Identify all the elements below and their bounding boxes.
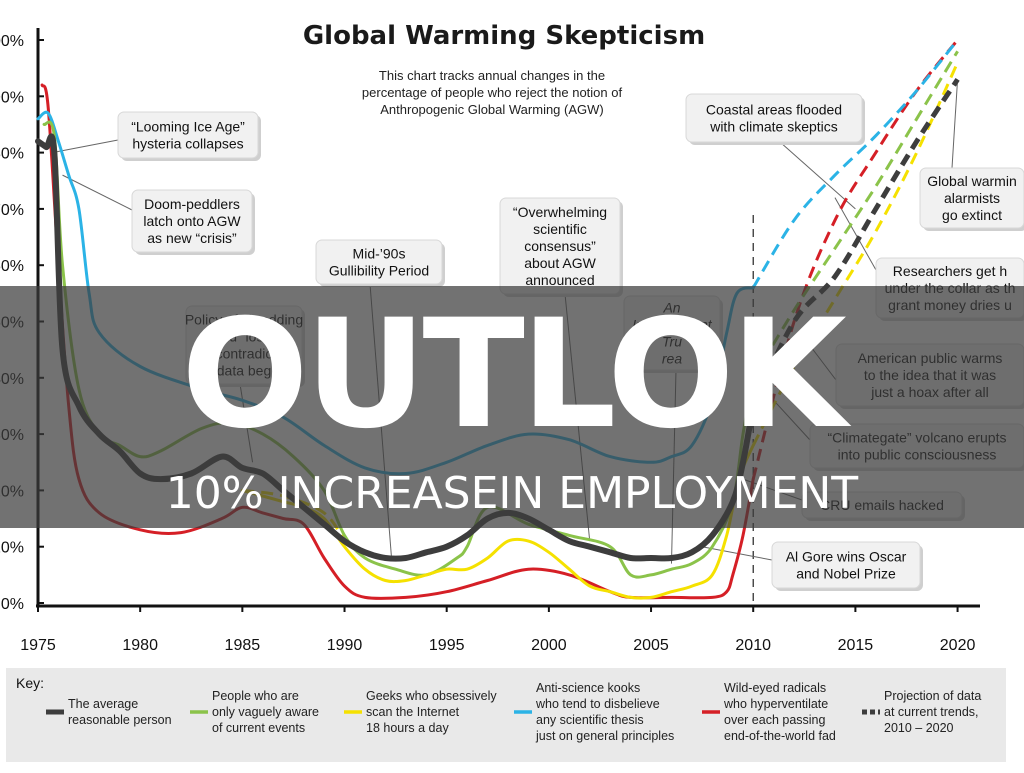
annotation-text: “Looming Ice Age” xyxy=(131,119,245,135)
x-tick-label: 1995 xyxy=(429,637,465,654)
key-label: end-of-the-world fad xyxy=(724,729,836,743)
key-label: scan the Internet xyxy=(366,705,460,719)
projection-line xyxy=(751,39,959,289)
overlay-title: OUTLOK xyxy=(181,288,847,462)
x-tick-label: 2010 xyxy=(735,637,771,654)
annotation-text: “Overwhelming xyxy=(513,204,607,220)
chart-subtitle: This chart tracks annual changes in the p… xyxy=(362,68,623,117)
annotation-leader-line xyxy=(702,546,773,561)
annotation-text: about AGW xyxy=(524,255,596,271)
y-tick-label: 100% xyxy=(0,33,24,50)
x-tick-label: 1990 xyxy=(327,637,363,654)
annotation-text: Researchers get h xyxy=(893,263,1007,279)
key-title: Key: xyxy=(16,675,44,691)
y-tick-label: 0% xyxy=(1,596,24,613)
annotation-text: and Nobel Prize xyxy=(796,566,896,582)
key-label: any scientific thesis xyxy=(536,713,644,727)
key-label: of current events xyxy=(212,721,305,735)
annotation-box xyxy=(919,167,1024,229)
annotation-box xyxy=(315,239,443,285)
annotation-text: announced xyxy=(525,272,594,288)
key-label: Geeks who obsessively xyxy=(366,689,497,703)
key-label: just on general principles xyxy=(535,729,674,743)
annotation-leader-line xyxy=(834,197,877,271)
key-label: reasonable person xyxy=(68,713,172,727)
overlay-subtitle: 10% INCREASEIN EMPLOYMENT xyxy=(165,468,859,519)
y-tick-label: 90% xyxy=(0,89,24,106)
key-label: Projection of data xyxy=(884,689,981,703)
key-label: Wild-eyed radicals xyxy=(724,681,826,695)
annotation-text: consensus” xyxy=(524,238,596,254)
annotation-text: as new “crisis” xyxy=(147,230,237,246)
x-tick-label: 2005 xyxy=(633,637,669,654)
key-label: who hyperventilate xyxy=(723,697,828,711)
annotation-text: alarmists xyxy=(944,190,1000,206)
y-tick-label: 10% xyxy=(0,540,24,557)
annotation-text: scientific xyxy=(533,221,587,237)
annotation-box xyxy=(117,111,259,159)
key-label: who tend to disbelieve xyxy=(535,697,660,711)
x-tick-label: 1980 xyxy=(122,637,158,654)
x-tick-label: 1985 xyxy=(225,637,261,654)
annotation-text: Mid-’90s xyxy=(353,246,406,262)
annotation-callout: “Looming Ice Age”hysteria collapses xyxy=(52,111,261,161)
x-tick-label: 2015 xyxy=(838,637,874,654)
annotation-text: Global warmin xyxy=(927,173,1016,189)
annotation-leader-line xyxy=(52,139,119,154)
y-tick-label: 70% xyxy=(0,202,24,219)
annotation-leader-line xyxy=(62,174,133,211)
overlay-banner xyxy=(0,286,1024,528)
key-label: only vaguely aware xyxy=(212,705,319,719)
annotation-box xyxy=(685,93,863,143)
key-label: The average xyxy=(68,697,138,711)
subtitle-line: This chart tracks annual changes in the xyxy=(379,68,605,83)
annotation-box xyxy=(131,189,253,253)
annotation-text: latch onto AGW xyxy=(143,213,241,229)
key-label: at current trends, xyxy=(884,705,979,719)
chart-title: Global Warming Skepticism xyxy=(303,21,705,51)
subtitle-line: percentage of people who reject the noti… xyxy=(362,85,623,100)
key-label: over each passing xyxy=(724,713,826,727)
chart-key: Key: The average reasonable person People w… xyxy=(6,668,1006,762)
x-tick-label: 2000 xyxy=(531,637,567,654)
key-panel xyxy=(6,668,1006,762)
annotation-text: Doom-peddlers xyxy=(144,196,240,212)
annotation-text: with climate skeptics xyxy=(709,119,838,135)
annotation-text: go extinct xyxy=(942,207,1002,223)
key-label: 2010 – 2020 xyxy=(884,721,954,735)
annotation-leader-line xyxy=(779,141,856,210)
key-label: People who are xyxy=(212,689,299,703)
annotation-text: Coastal areas flooded xyxy=(706,102,842,118)
key-label: 18 hours a day xyxy=(366,721,449,735)
x-tick-label: 2020 xyxy=(940,637,976,654)
annotation-text: Al Gore wins Oscar xyxy=(786,549,907,565)
annotation-text: hysteria collapses xyxy=(132,136,243,152)
projection-line xyxy=(751,50,959,379)
x-tick-label: 1975 xyxy=(20,637,56,654)
key-label: Anti-science kooks xyxy=(536,681,640,695)
annotation-leader-line xyxy=(951,79,959,169)
y-tick-label: 60% xyxy=(0,258,24,275)
annotation-text: Gullibility Period xyxy=(329,263,429,279)
y-tick-label: 80% xyxy=(0,146,24,163)
subtitle-line: Anthropogenic Global Warming (AGW) xyxy=(380,102,604,117)
annotation-box xyxy=(771,541,921,589)
chart-axes: 1975 1980 1985 1990 1995 2000 2005 2010 2015 2020… xyxy=(0,28,980,654)
